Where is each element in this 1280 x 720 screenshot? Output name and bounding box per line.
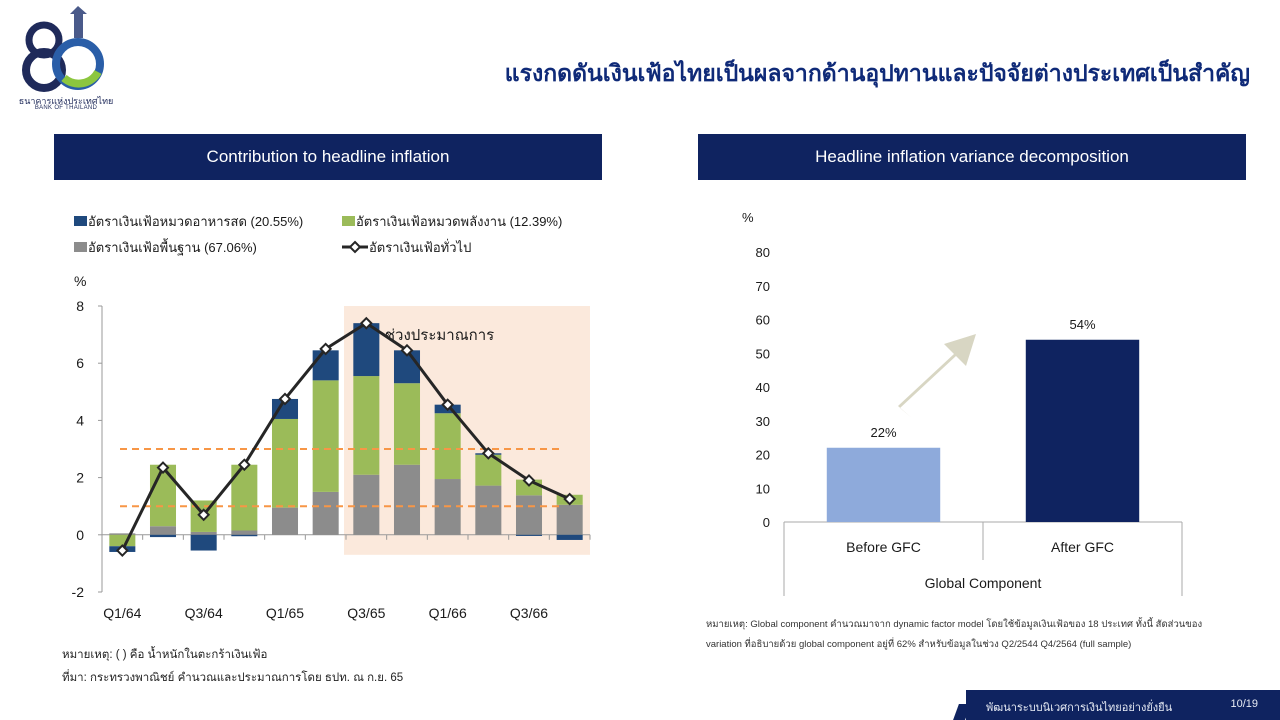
y-tick-label: 70 <box>756 279 770 294</box>
x-tick-label: After GFC <box>1051 539 1114 555</box>
bar-segment <box>271 418 299 508</box>
bar-segment <box>312 491 339 535</box>
y-tick-label: 10 <box>756 481 770 496</box>
headline-point <box>319 342 333 356</box>
x-tick-label: Before GFC <box>846 539 921 555</box>
y-tick-label: 50 <box>756 346 770 361</box>
right-panel-header: Headline inflation variance decompositio… <box>698 134 1246 180</box>
y-axis-label: % <box>74 273 86 289</box>
legend-marker <box>348 240 362 254</box>
bar-segment <box>149 526 177 535</box>
bar-segment <box>475 485 502 535</box>
logo-text-thai: ธนาคารแห่งประเทศไทย <box>18 96 114 106</box>
bar-segment <box>556 504 583 535</box>
y-tick-label: 8 <box>76 298 84 314</box>
headline-point <box>481 446 495 460</box>
footer-title: พัฒนาระบบนิเวศการเงินไทยอย่างยั่งยืน <box>986 702 1173 714</box>
x-tick-label: Q3/65 <box>347 605 385 621</box>
bar-segment <box>231 534 258 537</box>
right-note-line2: variation ที่อธิบายด้วย global component… <box>706 639 1132 650</box>
x-tick-label: Q1/65 <box>266 605 304 621</box>
y-tick-label: 80 <box>756 245 770 260</box>
bar-segment <box>515 534 543 536</box>
footer-bar: พัฒนาระบบนิเวศการเงินไทยอย่างยั่งยืน 10/… <box>966 690 1280 720</box>
bar-segment <box>353 474 380 535</box>
bar-segment <box>515 495 543 535</box>
left-source: ที่มา: กระทรวงพาณิชย์ คำนวณและประมาณการโ… <box>62 672 404 684</box>
forecast-label: ช่วงประมาณการ <box>385 327 494 344</box>
headline-point <box>563 492 577 506</box>
contribution-chart: ช่วงประมาณการ -2 0 2 4 6 8% Q1/64 Q3/64 Q1/65 Q3/6… <box>72 214 591 621</box>
bar-value-label: 54% <box>1069 317 1095 332</box>
x-tick-label: Q3/66 <box>510 605 548 621</box>
y-tick-label: 6 <box>76 355 84 371</box>
y-tick-label: 30 <box>756 414 770 429</box>
y-tick-label: 4 <box>76 412 84 428</box>
bar-segment <box>190 531 217 535</box>
bar-segment <box>312 380 339 492</box>
page-number: 10/19 <box>1230 698 1258 710</box>
x-tick-label: Q1/66 <box>429 605 467 621</box>
bar-segment <box>353 376 380 475</box>
headline-inflation-line <box>120 321 571 552</box>
bar-segment <box>149 534 177 538</box>
legend-label: อัตราเงินเฟ้อหมวดพลังงาน (12.39%) <box>356 214 562 229</box>
x-tick-label: Q1/64 <box>103 605 141 621</box>
y-tick-label: 2 <box>76 470 84 486</box>
page-title: แรงกดดันเงินเฟ้อไทยเป็นผลจากด้านอุปทานแล… <box>504 60 1250 86</box>
headline-point <box>237 458 251 472</box>
bar-segment <box>393 383 421 465</box>
bar-segment <box>312 350 339 381</box>
bar-segment <box>149 464 177 527</box>
variance-decomposition-chart: % 0 10 20 30 40 50 60 70 80 22% Before GFC 54% After … <box>742 210 1183 596</box>
bar-segment <box>556 534 583 540</box>
legend-swatch <box>74 216 87 226</box>
bot-80-logo: ธนาคารแห่งประเทศไทย BANK OF THAILAND <box>14 6 114 111</box>
headline-point <box>278 392 292 406</box>
legend-label: อัตราเงินเฟ้อทั่วไป <box>369 239 471 255</box>
y-tick-label: -2 <box>72 584 85 600</box>
logo-text-english: BANK OF THAILAND <box>34 105 98 111</box>
y-tick-label: 0 <box>763 515 770 530</box>
headline-point <box>441 398 455 412</box>
y-axis-label: % <box>742 210 754 225</box>
bar <box>1025 339 1140 522</box>
y-tick-label: 0 <box>76 527 84 543</box>
bar-value-label: 22% <box>870 425 896 440</box>
bar-segment <box>271 507 299 535</box>
bar-segment <box>231 530 258 535</box>
headline-point <box>197 508 211 522</box>
left-note: หมายเหตุ: ( ) คือ น้ำหนักในตะกร้าเงินเฟ้… <box>62 649 268 661</box>
bar-segment <box>353 323 380 377</box>
forecast-shading <box>344 306 590 555</box>
bar-segment <box>190 534 217 551</box>
y-tick-label: 60 <box>756 313 770 328</box>
bar-segment <box>109 533 136 535</box>
legend-swatch <box>342 216 355 226</box>
bar-segment <box>271 398 299 419</box>
x-axis-label: Global Component <box>925 575 1042 591</box>
legend-label: อัตราเงินเฟ้อพื้นฐาน (67.06%) <box>88 238 257 256</box>
right-note-line1: หมายเหตุ: Global component คำนวณมาจาก dy… <box>706 619 1203 630</box>
headline-point <box>115 544 129 557</box>
bar-segment <box>393 464 421 535</box>
legend-swatch <box>74 242 87 252</box>
increase-arrow <box>898 334 976 418</box>
headline-point <box>156 461 170 475</box>
bar-segment <box>109 534 136 547</box>
bar <box>826 447 941 522</box>
y-tick-label: 20 <box>756 448 770 463</box>
x-tick-label: Q3/64 <box>185 605 223 621</box>
left-panel-header: Contribution to headline inflation <box>54 134 602 180</box>
headline-point <box>400 343 414 357</box>
y-tick-label: 40 <box>756 380 770 395</box>
bar-segment <box>434 413 461 480</box>
headline-point <box>522 474 536 487</box>
legend-label: อัตราเงินเฟ้อหมวดอาหารสด (20.55%) <box>88 214 303 229</box>
headline-point <box>359 316 373 330</box>
